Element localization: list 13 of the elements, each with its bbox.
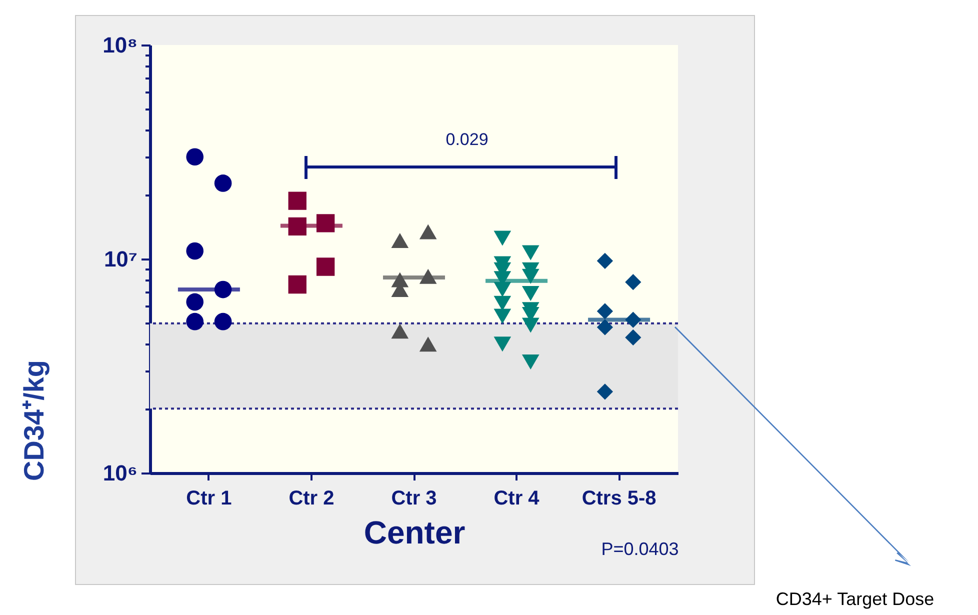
y-tick-label: 10⁸ xyxy=(102,32,138,58)
annotation: 0.029 xyxy=(446,130,488,149)
x-tick-label: Ctr 3 xyxy=(391,488,437,510)
x-tick-label: Ctr 1 xyxy=(186,488,232,510)
x-axis-title: Center xyxy=(364,514,466,550)
text: CD34+ Target Dose xyxy=(776,589,934,609)
x-tick-label: Ctr 2 xyxy=(288,488,334,510)
y-tick-label: 10⁷ xyxy=(104,246,138,272)
y-axis-title: CD34⁺/kg xyxy=(18,360,50,482)
x-tick-label: Ctr 4 xyxy=(494,488,540,510)
text: P=0.0403 xyxy=(601,539,679,559)
y-tick-label: 10⁶ xyxy=(102,460,138,486)
x-tick-label: Ctrs 5-8 xyxy=(582,488,656,510)
